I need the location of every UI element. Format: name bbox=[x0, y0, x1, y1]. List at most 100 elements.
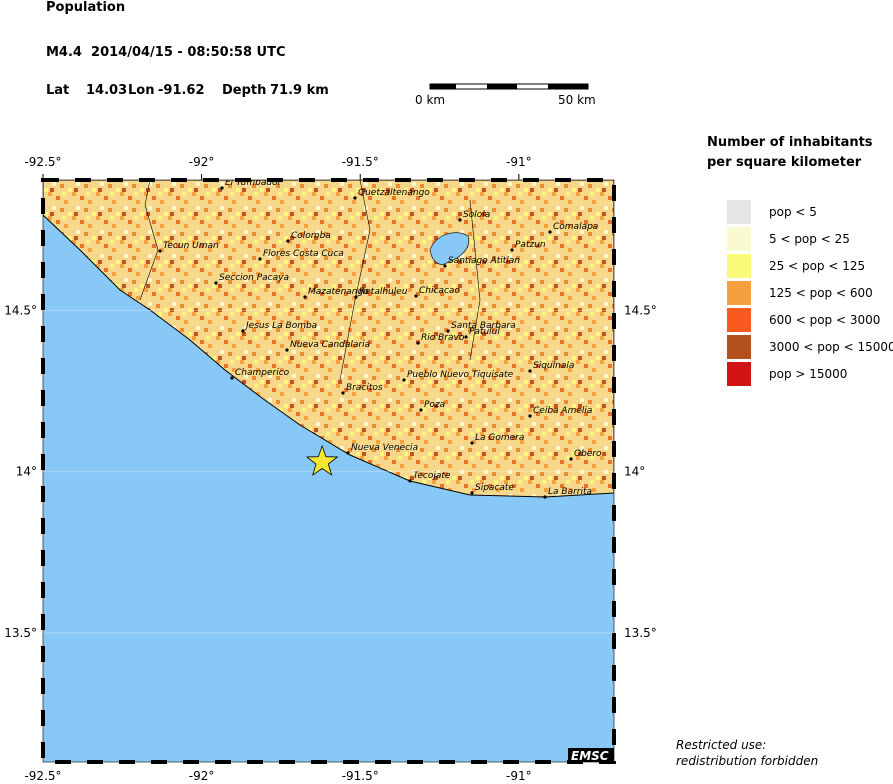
city-label: Solola bbox=[463, 210, 490, 220]
legend-label: pop < 5 bbox=[769, 205, 817, 219]
legend-swatch bbox=[727, 335, 751, 359]
city-label: Tecun Uman bbox=[163, 241, 219, 251]
legend-label: 600 < pop < 3000 bbox=[769, 313, 880, 327]
legend-swatch bbox=[727, 281, 751, 305]
city-label: Retalhuleu bbox=[359, 287, 408, 297]
city-label: Ceiba Amelia bbox=[533, 406, 592, 416]
city-dot bbox=[230, 376, 234, 380]
city-label: Nueva Venecia bbox=[351, 443, 418, 453]
city-dot bbox=[416, 341, 420, 345]
city-dot bbox=[402, 378, 406, 382]
city-label: La Barrita bbox=[548, 487, 592, 497]
legend-label: pop > 15000 bbox=[769, 367, 847, 381]
city-label: Patulul bbox=[469, 327, 500, 337]
y-tick-label: 14° bbox=[624, 465, 645, 479]
city-dot bbox=[528, 369, 532, 373]
x-tick-label: -92° bbox=[189, 155, 215, 169]
city-dot bbox=[258, 257, 262, 261]
city-dot bbox=[346, 451, 350, 455]
city-dot bbox=[543, 495, 547, 499]
city-dot bbox=[464, 335, 468, 339]
depth: 71.9 km bbox=[270, 83, 329, 98]
city-label: Patzun bbox=[515, 240, 546, 250]
note: Restricted use: bbox=[676, 738, 766, 752]
city-dot bbox=[220, 186, 224, 190]
city-label: Obero bbox=[574, 449, 602, 459]
note: redistribution forbidden bbox=[676, 754, 818, 768]
y-tick-label: 14.5° bbox=[4, 303, 37, 317]
city-label: Seccion Pacaya bbox=[219, 273, 289, 283]
city-label: Champerico bbox=[235, 368, 290, 378]
legend-swatch bbox=[727, 308, 751, 332]
city-dot bbox=[569, 457, 573, 461]
city-label: Sipacate bbox=[475, 483, 514, 493]
y-tick-label: 14.5° bbox=[624, 303, 657, 317]
x-tick-label: -91° bbox=[506, 155, 532, 169]
x-tick-label: -92.5° bbox=[24, 769, 61, 783]
city-label: Santa Barbara bbox=[451, 321, 516, 331]
frame-outline bbox=[42, 179, 615, 763]
y-tick-label: 13.5° bbox=[4, 626, 37, 640]
city-dot bbox=[303, 295, 307, 299]
lat-label: Lat bbox=[46, 83, 69, 98]
city-label: El Tumbador bbox=[225, 178, 283, 188]
x-tick-label: -92° bbox=[189, 769, 215, 783]
city-label: Jesus La Bomba bbox=[244, 321, 317, 331]
city-label: Comalapa bbox=[553, 222, 598, 232]
land bbox=[43, 180, 614, 498]
city-dot bbox=[353, 196, 357, 200]
legend-swatch bbox=[727, 227, 751, 251]
city-label: Colomba bbox=[291, 231, 331, 241]
city-dot bbox=[214, 281, 218, 285]
city-label: Nueva Candalaria bbox=[290, 340, 370, 350]
city-dot bbox=[241, 329, 245, 333]
city-dot bbox=[414, 294, 418, 298]
city-label: Chicacao bbox=[419, 286, 460, 296]
city-label: La Gomera bbox=[475, 433, 524, 443]
city-label: Bracitos bbox=[346, 383, 383, 393]
x-tick-label: -91.5° bbox=[342, 769, 379, 783]
city-dot bbox=[458, 218, 462, 222]
city-dot bbox=[286, 239, 290, 243]
city-dot bbox=[548, 230, 552, 234]
lon: -91.62 bbox=[158, 83, 205, 98]
city-label: Siquinala bbox=[533, 361, 574, 371]
y-tick-label: 14° bbox=[16, 465, 37, 479]
scale-start: 0 km bbox=[415, 93, 445, 107]
city-label: Mazatenango bbox=[308, 287, 369, 297]
city-dot bbox=[419, 408, 423, 412]
city-label: Tecojate bbox=[413, 471, 451, 481]
y-tick-label: 13.5° bbox=[624, 626, 657, 640]
city-dot bbox=[285, 348, 289, 352]
city-label: Pueblo Nuevo Tiquisate bbox=[407, 370, 514, 380]
city-dot bbox=[341, 391, 345, 395]
city-dot bbox=[408, 479, 412, 483]
credit: EMSC bbox=[571, 749, 609, 763]
epicenter bbox=[305, 444, 339, 476]
city-dot bbox=[510, 248, 514, 252]
legend-swatch bbox=[727, 362, 751, 386]
city-label: Santiago Atitlan bbox=[448, 256, 520, 266]
legend-swatch bbox=[727, 254, 751, 278]
legend-label: 3000 < pop < 15000 bbox=[769, 340, 893, 354]
scale-bar bbox=[429, 83, 589, 90]
credit-box bbox=[568, 748, 614, 762]
legend-title: Number of inhabitants bbox=[707, 135, 873, 150]
x-tick-label: -92.5° bbox=[24, 155, 61, 169]
city-dot bbox=[470, 491, 474, 495]
legend-swatch bbox=[727, 200, 751, 224]
city-dot bbox=[470, 441, 474, 445]
event: M4.4 2014/04/15 - 08:50:58 UTC bbox=[46, 45, 285, 60]
title: Population bbox=[46, 0, 125, 15]
city-label: Flores Costa Cuca bbox=[263, 249, 344, 259]
city-label: Rio Bravo bbox=[421, 333, 465, 343]
legend-label: 125 < pop < 600 bbox=[769, 286, 873, 300]
city-dot bbox=[446, 329, 450, 333]
lake bbox=[429, 232, 470, 265]
x-tick-label: -91.5° bbox=[342, 155, 379, 169]
lon-label: Lon bbox=[128, 83, 154, 98]
lat: 14.03 bbox=[86, 83, 127, 98]
scale-end: 50 km bbox=[558, 93, 596, 107]
city-dot bbox=[354, 295, 358, 299]
